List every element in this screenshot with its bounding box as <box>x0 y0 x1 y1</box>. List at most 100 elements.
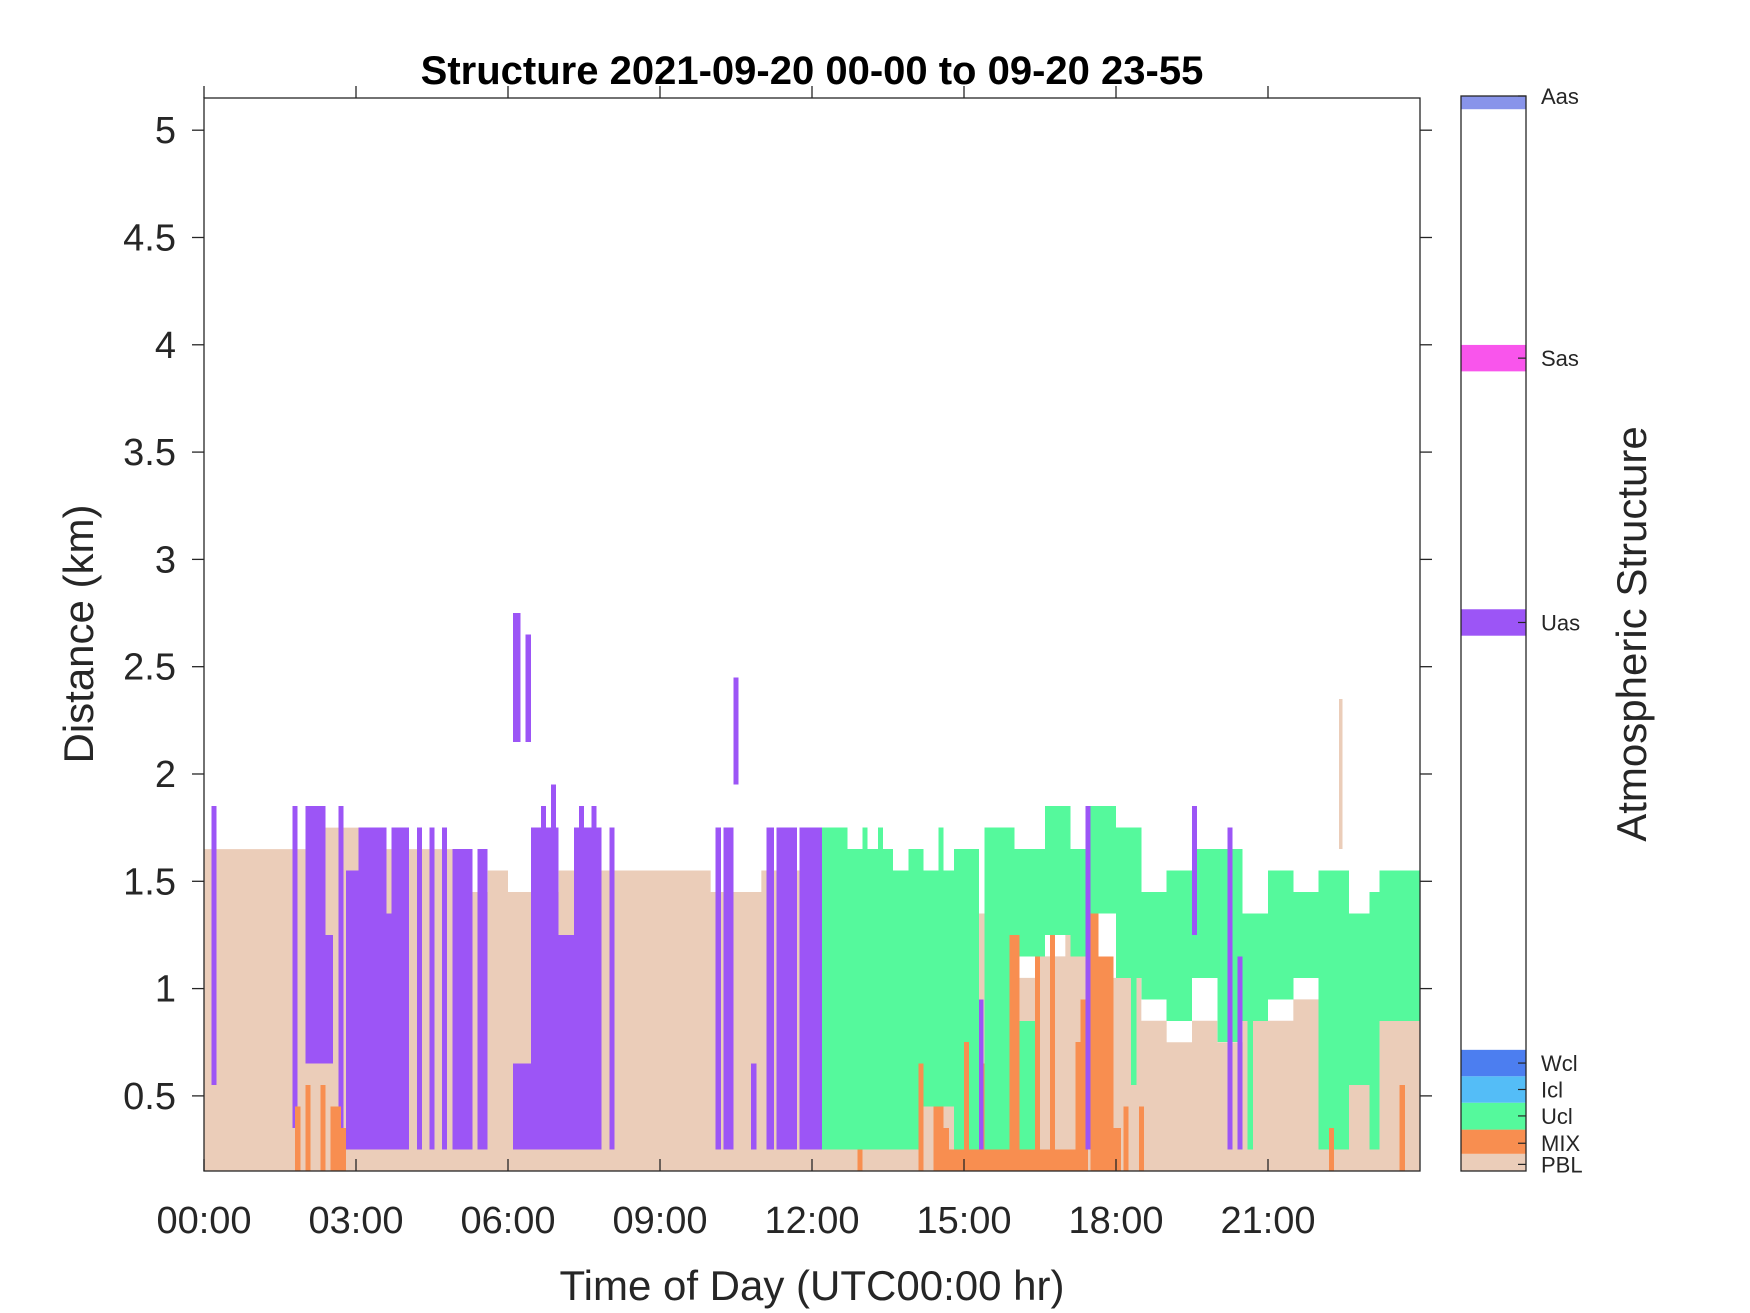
cell-mix-78 <box>1055 1149 1076 1171</box>
cell-uas-92 <box>1237 956 1243 1150</box>
cell-uas-26 <box>723 827 734 1150</box>
cell-mix-81 <box>1090 913 1099 1171</box>
cell-ucl-58 <box>1369 892 1380 1150</box>
cell-mix-74 <box>1009 934 1020 1171</box>
cell-uas-89 <box>1085 806 1091 1150</box>
x-tick-label: 12:00 <box>764 1200 859 1242</box>
colorbar-label-ucl: Ucl <box>1541 1104 1573 1129</box>
cell-ucl-54 <box>1268 870 1294 1000</box>
cell-uas-22 <box>578 806 584 828</box>
cell-uas-27 <box>733 677 739 785</box>
colorbar-band-wcl <box>1461 1049 1526 1077</box>
y-tick-label: 5 <box>155 110 176 152</box>
cell-ucl-57 <box>1349 913 1370 1086</box>
cell-ucl-43 <box>1045 806 1071 935</box>
y-tick-label: 2.5 <box>123 647 176 689</box>
cell-uas-16 <box>513 1063 531 1150</box>
cell-mix-83 <box>1113 1128 1122 1171</box>
cell-ucl-45 <box>1090 806 1116 914</box>
colorbar-label-aas: Aas <box>1541 84 1579 109</box>
cell-ucl-59 <box>1379 870 1420 1021</box>
cell-uas-18 <box>540 806 546 828</box>
cell-uas-17 <box>530 827 559 1150</box>
cell-ucl-53 <box>1247 913 1253 1150</box>
cell-mix-80 <box>1080 999 1089 1171</box>
colorbar-label-sas: Sas <box>1541 346 1579 371</box>
colorbar-band-ucl <box>1461 1102 1526 1130</box>
cell-uas-5 <box>345 870 359 1150</box>
colorbar-frame <box>1460 95 1527 1172</box>
cell-uas-13 <box>477 849 488 1150</box>
cell-ucl-35 <box>877 827 883 850</box>
cell-uas-10 <box>429 827 435 1150</box>
colorbar-label-uas: Uas <box>1541 610 1580 635</box>
cell-mix-64 <box>330 1106 341 1171</box>
colorbar-band-uas <box>1461 609 1526 636</box>
x-tick-label: 09:00 <box>612 1200 707 1242</box>
cell-mix-84 <box>1123 1106 1129 1171</box>
y-tick-label: 2 <box>155 754 176 796</box>
cell-uas-3 <box>325 934 334 1064</box>
y-tick-label: 1 <box>155 969 176 1011</box>
cell-mix-71 <box>964 1042 970 1171</box>
x-tick-label: 03:00 <box>308 1200 403 1242</box>
cell-uas-14 <box>513 613 521 742</box>
cell-ucl-46 <box>1116 827 1142 978</box>
y-tick-label: 4 <box>155 325 176 367</box>
cell-mix-67 <box>918 1063 924 1171</box>
cell-mix-66 <box>857 1149 863 1171</box>
cell-uas-20 <box>558 934 574 1150</box>
cell-uas-19 <box>551 784 557 828</box>
cell-uas-91 <box>1227 827 1233 1150</box>
colorbar-label-mix: MIX <box>1541 1131 1580 1156</box>
cell-uas-11 <box>442 827 448 1150</box>
x-tick-label: 21:00 <box>1220 1200 1315 1242</box>
cell-uas-9 <box>416 827 422 1150</box>
colorbar-band-mix <box>1461 1129 1526 1154</box>
x-tick-label: 06:00 <box>460 1200 555 1242</box>
cell-ucl-56 <box>1318 870 1350 1150</box>
y-tick-label: 3.5 <box>123 432 176 474</box>
y-tick-label: 1.5 <box>123 861 176 903</box>
cell-uas-90 <box>1192 806 1198 935</box>
cell-pbl-93 <box>1338 698 1343 850</box>
y-tick-label: 4.5 <box>123 217 176 259</box>
cell-uas-6 <box>358 827 387 1150</box>
cell-uas-29 <box>766 827 774 1150</box>
colorbar-band-pbl <box>1461 1153 1526 1171</box>
colorbar-label: Atmospheric Structure <box>1608 426 1655 842</box>
cell-uas-28 <box>751 1063 757 1150</box>
cell-ucl-55 <box>1293 892 1319 978</box>
colorbar-label-wcl: Wcl <box>1541 1051 1578 1076</box>
cell-mix-79 <box>1075 1042 1081 1171</box>
cell-uas-1 <box>292 806 298 1129</box>
colorbar-band-sas <box>1461 344 1526 372</box>
cell-mix-72 <box>969 1149 1010 1171</box>
cell-ucl-38 <box>923 870 954 1107</box>
cell-uas-12 <box>452 849 473 1150</box>
cell-uas-30 <box>776 827 797 1150</box>
cell-mix-62 <box>305 1085 311 1171</box>
heatmap-cells <box>204 613 1420 1171</box>
cell-ucl-49 <box>1166 870 1192 1021</box>
colorbar-band-aas <box>1461 96 1526 110</box>
colorbar-label-icl: Icl <box>1541 1077 1563 1102</box>
axis-ticks: 00:00 03:00 06:00 09:00 12:00 15:00 18:00 21:00… <box>123 86 1432 1242</box>
cell-mix-70 <box>948 1149 964 1171</box>
cell-ucl-39 <box>938 827 944 871</box>
y-tick-label: 0.5 <box>123 1076 176 1118</box>
cell-uas-8 <box>391 827 410 1150</box>
cell-ucl-34 <box>862 827 868 850</box>
cell-uas-21 <box>573 827 602 1150</box>
cell-mix-86 <box>1328 1128 1334 1171</box>
cell-ucl-32 <box>822 827 848 1150</box>
cell-mix-69 <box>943 1128 949 1171</box>
cell-mix-61 <box>295 1106 301 1171</box>
cell-ucl-48 <box>1131 977 1137 1086</box>
cell-uas-15 <box>525 634 531 742</box>
cell-ucl-47 <box>1141 892 1167 1000</box>
cell-uas-23 <box>591 806 597 828</box>
cell-mix-68 <box>933 1106 944 1171</box>
